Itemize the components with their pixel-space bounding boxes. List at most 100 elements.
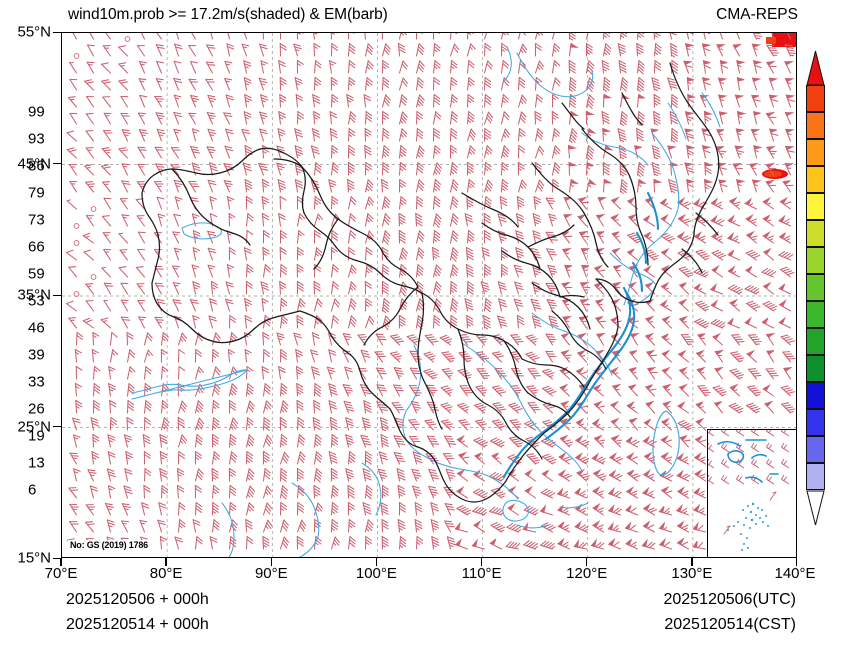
wind-barb: [296, 110, 305, 125]
wind-barb: [568, 77, 577, 92]
wind-barb: [206, 44, 216, 57]
wind-barb: [207, 230, 217, 244]
wind-barb: [347, 42, 356, 57]
wind-barb: [69, 503, 79, 516]
wind-barb: [593, 281, 605, 295]
wind-barb: [483, 127, 492, 142]
wind-barb: [177, 365, 186, 380]
wind-barb: [120, 95, 129, 108]
wind-barb: [313, 76, 322, 91]
wind-barb: [243, 60, 252, 74]
wind-barb: [765, 368, 779, 380]
wind-barb: [579, 298, 591, 312]
wind-barb: [660, 333, 673, 346]
wind-barb: [330, 144, 339, 159]
wind-barb: [491, 351, 504, 363]
wind-barb: [276, 162, 285, 176]
wind-barb: [194, 434, 203, 448]
probability-colorbar[interactable]: [806, 50, 825, 526]
wind-barb: [245, 502, 255, 516]
colorbar-band-33: [806, 355, 825, 382]
wind-barb: [225, 94, 235, 108]
wind-barb: [602, 127, 612, 142]
wind-barb: [778, 299, 792, 312]
wind-barb: [660, 451, 673, 465]
wind-barb: [243, 111, 252, 125]
wind-barb: [347, 451, 356, 465]
wind-barb: [226, 43, 235, 57]
wind-barb: [295, 365, 304, 380]
wind-barb: [651, 145, 661, 160]
inset-wind-barb: [708, 442, 715, 453]
wind-barb: [517, 144, 526, 159]
wind-barb: [209, 196, 217, 210]
wind-barb: [610, 400, 622, 414]
wind-barb: [364, 485, 373, 500]
wind-barb: [362, 468, 372, 482]
wind-barb: [364, 280, 372, 295]
wind-barb: [785, 94, 796, 108]
wind-barb: [228, 433, 237, 448]
wind-barb: [85, 215, 95, 227]
wind-barb: [509, 419, 522, 431]
wind-barb: [449, 264, 459, 278]
y-tick-45n: [53, 163, 61, 165]
wind-barb: [158, 502, 167, 516]
wind-barb: [449, 111, 458, 125]
wind-barb: [568, 178, 580, 193]
wind-barb: [279, 536, 290, 550]
inset-map-south-china-sea: [707, 429, 796, 557]
wind-barb: [636, 60, 645, 75]
wind-barb: [744, 284, 760, 295]
inset-wind-barb: [765, 430, 775, 437]
wind-barb: [103, 112, 112, 125]
wind-barb: [207, 264, 216, 278]
wind-barb: [138, 78, 147, 91]
wind-barb: [294, 77, 303, 91]
wind-barb: [751, 94, 761, 108]
wind-barb: [515, 247, 525, 261]
wind-barb: [86, 96, 95, 108]
wind-barb: [732, 162, 744, 176]
wind-barb: [466, 77, 475, 91]
wind-barb: [101, 215, 112, 227]
wind-barb: [693, 197, 708, 210]
wind-barb: [779, 196, 792, 210]
wind-barb: [345, 434, 355, 448]
wind-barb: [347, 536, 356, 550]
wind-barb: [642, 469, 656, 482]
wind-barb: [279, 451, 290, 465]
wind-barb: [206, 112, 216, 125]
wind-barb: [84, 164, 95, 176]
colorbar-label-6: 6: [28, 481, 37, 499]
colorbar-label-46: 46: [28, 319, 45, 337]
colorbar-label-26: 26: [28, 400, 45, 418]
wind-barb: [483, 60, 493, 74]
wind-barb: [506, 522, 522, 533]
wind-barb: [228, 246, 236, 261]
inset-wind-barb: [750, 458, 760, 469]
wind-barb: [483, 145, 493, 159]
wind-barb: [491, 385, 507, 397]
wind-barb: [143, 400, 152, 414]
wind-barb: [364, 535, 372, 550]
wind-barb: [602, 93, 613, 108]
wind-barb: [684, 111, 695, 125]
wind-barb: [678, 298, 690, 312]
wind-barb: [398, 161, 407, 176]
wind-barb: [714, 366, 724, 380]
wind-barb: [630, 332, 640, 346]
wind-barb: [575, 417, 588, 431]
wind-barb: [279, 485, 289, 500]
wind-barb: [415, 43, 425, 57]
wind-barb: [364, 230, 375, 244]
wind-barb: [262, 144, 270, 159]
wind-barb: [279, 229, 287, 244]
wind-barb: [611, 383, 622, 397]
colorbar-label-33: 33: [28, 373, 45, 391]
wind-barb: [311, 366, 320, 380]
wind-barb: [695, 249, 710, 261]
wind-barb: [745, 230, 758, 244]
wind-barb: [716, 129, 725, 142]
wind-barb: [660, 485, 673, 499]
